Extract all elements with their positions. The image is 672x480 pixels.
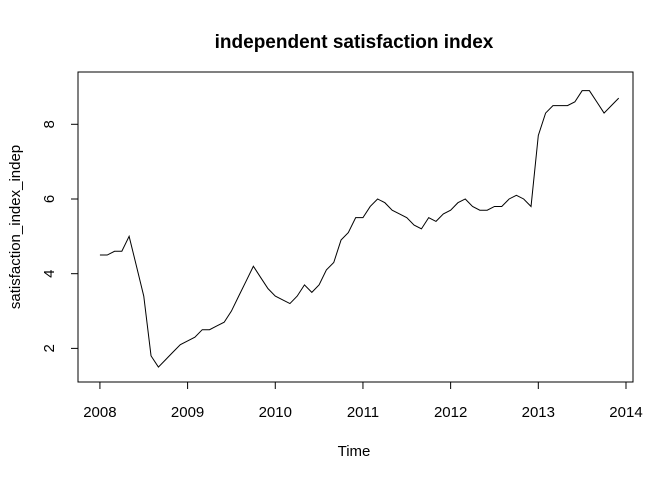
y-tick-label: 2 — [41, 344, 58, 352]
y-axis-label: satisfaction_index_indep — [7, 145, 24, 309]
x-tick-label: 2012 — [434, 404, 467, 421]
x-axis: 2008 2009 2010 2011 2012 2013 2014 — [83, 381, 643, 421]
x-tick-label: 2014 — [609, 404, 642, 421]
y-tick-label: 6 — [41, 195, 58, 203]
x-tick-label: 2013 — [522, 404, 555, 421]
x-tick-label: 2010 — [259, 404, 292, 421]
x-tick-label: 2011 — [347, 404, 379, 421]
y-axis: 2 4 6 8 — [41, 120, 79, 353]
y-tick-label: 4 — [41, 270, 58, 278]
chart-title: independent satisfaction index — [215, 32, 494, 53]
y-tick-label: 8 — [41, 120, 58, 128]
x-tick-label: 2008 — [83, 404, 116, 421]
x-axis-label: Time — [338, 443, 371, 460]
x-tick-label: 2009 — [171, 404, 204, 421]
plot-area-frame — [77, 71, 634, 383]
series-line — [99, 90, 620, 368]
series-layer — [99, 90, 620, 368]
